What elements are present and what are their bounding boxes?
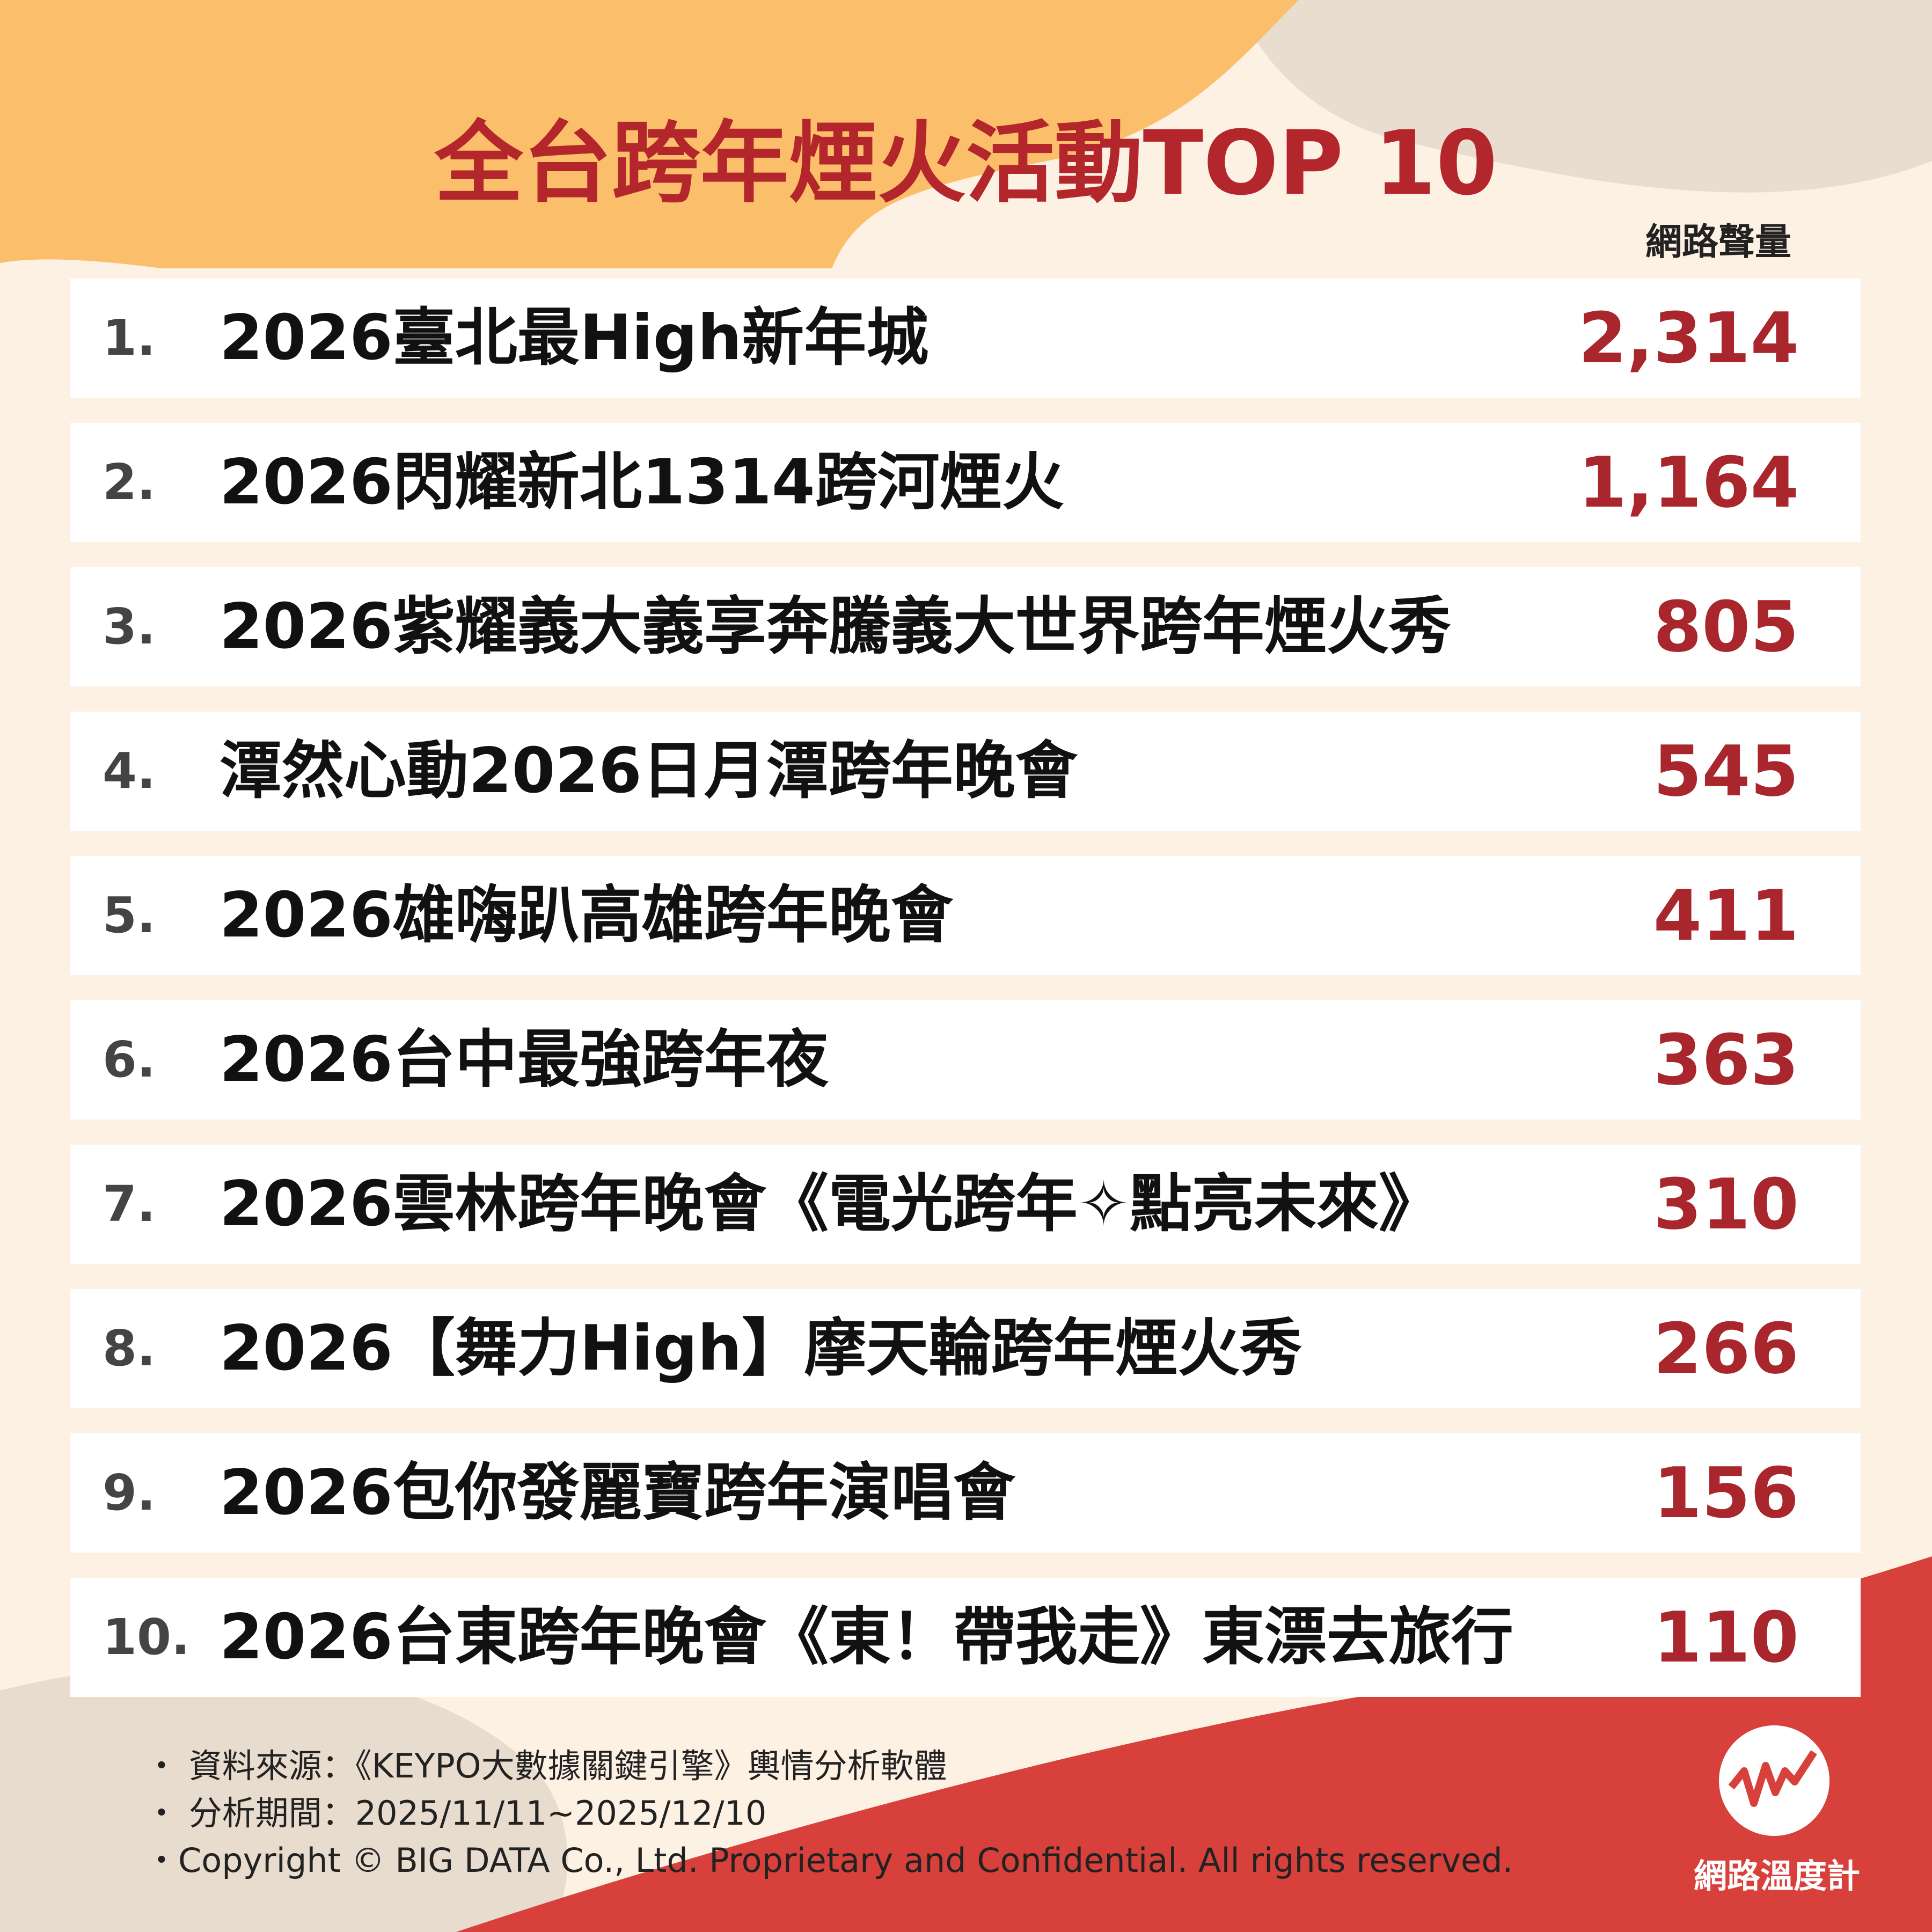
footnote: ・Copyright © BIG DATA Co., Ltd. Propriet… (145, 1841, 1513, 1880)
volume: 310 (1653, 1163, 1799, 1245)
volume: 1,164 (1578, 442, 1799, 523)
event-name: 2026台東跨年晚會《東！帶我走》東漂去旅行 (219, 1601, 1513, 1673)
table-row: 6. 2026台中最強跨年夜 363 (70, 1000, 1861, 1119)
title: 全台跨年煙火活動TOP 10 (434, 112, 1498, 215)
volume: 266 (1653, 1308, 1799, 1389)
table-row: 8. 2026【舞力High】摩天輪跨年煙火秀 266 (70, 1289, 1861, 1408)
volume: 545 (1653, 730, 1799, 812)
volume: 110 (1653, 1597, 1799, 1678)
rank: 5. (103, 887, 156, 944)
rank: 3. (103, 598, 156, 655)
logo-text: 網路溫度計 (1694, 1856, 1861, 1896)
event-name: 2026雄嗨趴高雄跨年晚會 (219, 879, 953, 952)
table-row: 1. 2026臺北最High新年城 2,314 (70, 279, 1861, 398)
rank: 4. (103, 742, 156, 800)
event-name: 2026雲林跨年晚會《電光跨年✧點亮未來》 (219, 1168, 1441, 1240)
table-row: 5. 2026雄嗨趴高雄跨年晚會 411 (70, 856, 1861, 975)
event-name: 2026【舞力High】摩天輪跨年煙火秀 (219, 1312, 1302, 1385)
volume: 2,314 (1578, 297, 1799, 379)
event-name: 2026包你發麗寶跨年演唱會 (219, 1457, 1015, 1529)
rank: 8. (103, 1320, 156, 1377)
volume: 805 (1653, 586, 1799, 668)
rank: 2. (103, 453, 156, 511)
volume: 156 (1653, 1452, 1799, 1534)
rank: 9. (103, 1464, 156, 1521)
table-row: 4. 潭然心動2026日月潭跨年晚會 545 (70, 712, 1861, 831)
footnote: ・ 分析期間：2025/11/11~2025/12/10 (145, 1794, 767, 1833)
event-name: 2026紫耀義大義享奔騰義大世界跨年煙火秀 (219, 590, 1451, 663)
column-header: 網路聲量 (1645, 221, 1791, 264)
rank: 1. (103, 309, 156, 367)
table-row: 10. 2026台東跨年晚會《東！帶我走》東漂去旅行 110 (70, 1578, 1861, 1697)
event-name: 2026臺北最High新年城 (219, 302, 929, 374)
table-row: 2. 2026閃耀新北1314跨河煙火 1,164 (70, 423, 1861, 542)
table-row: 9. 2026包你發麗寶跨年演唱會 156 (70, 1433, 1861, 1553)
event-name: 2026閃耀新北1314跨河煙火 (219, 446, 1064, 518)
volume: 363 (1653, 1019, 1799, 1101)
rank: 7. (103, 1175, 156, 1233)
event-name: 潭然心動2026日月潭跨年晚會 (219, 735, 1078, 807)
rank: 10. (103, 1608, 190, 1666)
event-name: 2026台中最強跨年夜 (219, 1023, 829, 1096)
table-row: 7. 2026雲林跨年晚會《電光跨年✧點亮未來》 310 (70, 1145, 1861, 1264)
volume: 411 (1653, 875, 1799, 956)
footnote: ・ 資料來源：《KEYPO大數據關鍵引擎》輿情分析軟體 (145, 1746, 947, 1785)
rank: 6. (103, 1031, 156, 1088)
table-row: 3. 2026紫耀義大義享奔騰義大世界跨年煙火秀 805 (70, 567, 1861, 686)
